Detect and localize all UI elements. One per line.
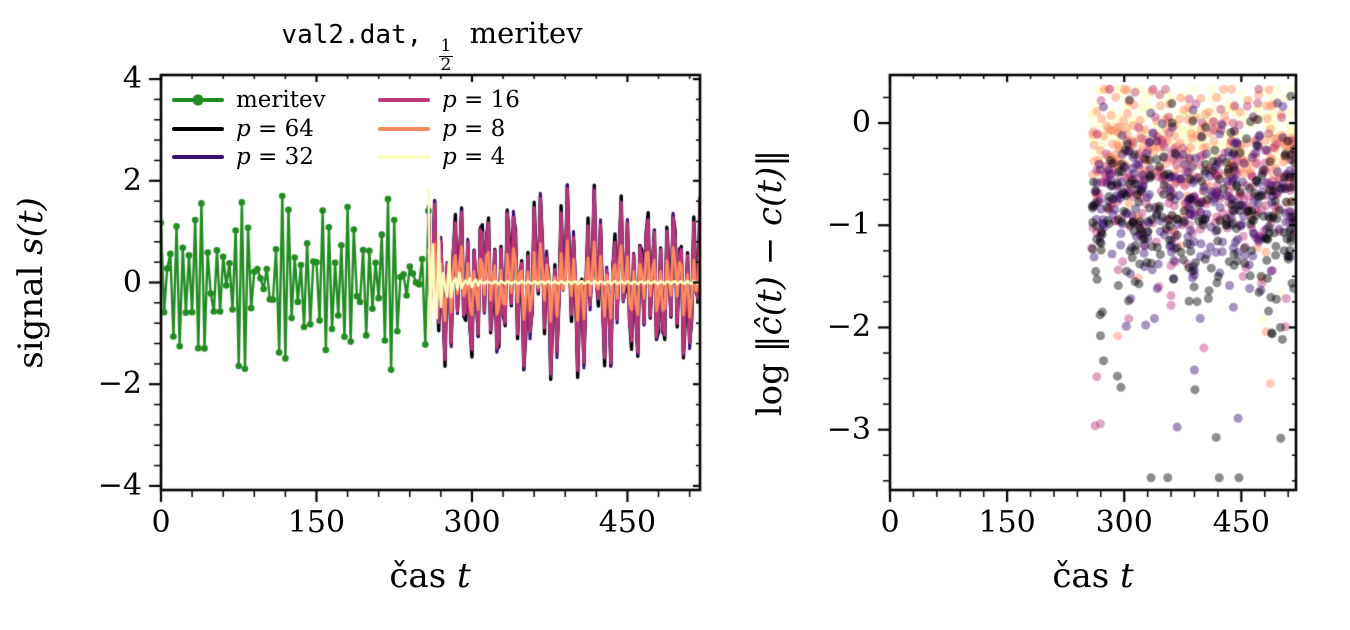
figure-canvas [0,0,1350,630]
